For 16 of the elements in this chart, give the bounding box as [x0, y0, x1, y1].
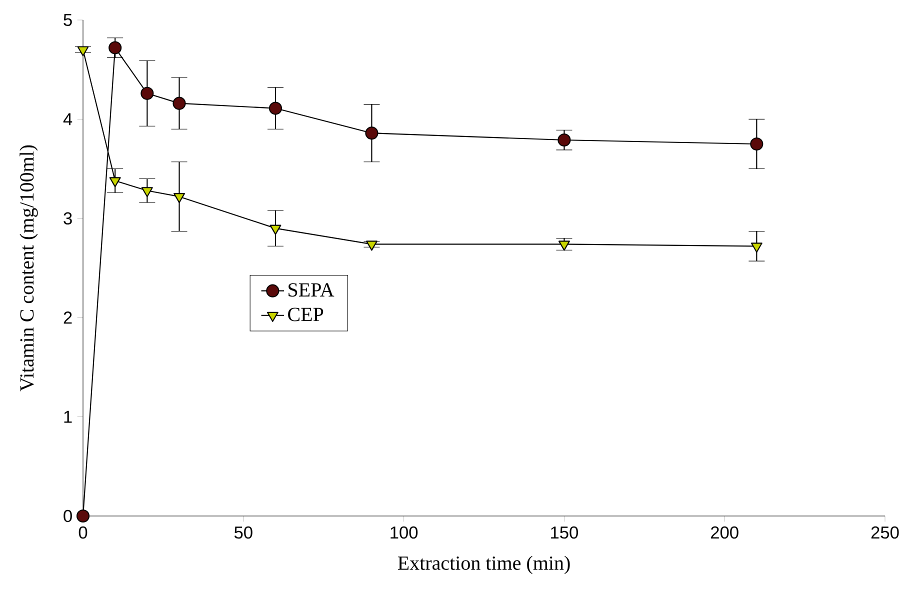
y-tick-label: 1 [64, 410, 72, 423]
x-tick-label: 150 [551, 526, 578, 539]
y-tick-label: 2 [64, 312, 72, 324]
x-tick-label: 0 [78, 526, 88, 539]
y-tick-label: 0 [64, 510, 72, 522]
x-tick-label: 200 [711, 526, 738, 539]
y-axis-title: Vitamin C content (mg/100ml) [20, 145, 38, 392]
legend-label: SEPA [288, 283, 334, 297]
legend-label: CEP [288, 308, 324, 322]
y-tick-label: 5 [64, 14, 72, 26]
x-tick-label: 50 [234, 526, 252, 539]
x-tick-label: 100 [390, 526, 418, 539]
x-tick-label: 250 [871, 526, 899, 539]
y-tick-label: 4 [63, 113, 72, 126]
y-tick-label: 3 [64, 212, 72, 225]
x-axis-title: Extraction time (min) [398, 556, 570, 574]
